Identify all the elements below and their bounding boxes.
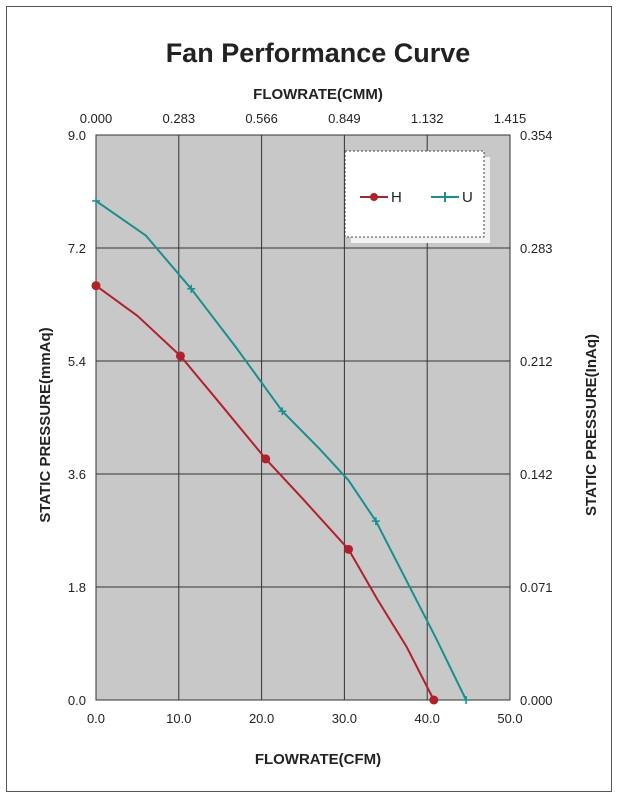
data-point-h	[261, 454, 271, 464]
data-point-h	[429, 695, 439, 705]
fan-performance-chart: Fan Performance Curve FLOWRATE(CMM) FLOW…	[37, 38, 600, 768]
legend-label-u: U	[462, 189, 473, 206]
y-tick-label: 9.0	[68, 128, 86, 143]
y2-tick-label: 0.142	[520, 467, 553, 482]
y-tick-label: 1.8	[68, 580, 86, 595]
data-point-h	[175, 351, 185, 361]
data-point-u	[187, 284, 196, 293]
data-point-u	[92, 196, 100, 205]
y-tick-label: 7.2	[68, 241, 86, 256]
data-point-h	[344, 544, 354, 554]
y2-axis-label: STATIC PRESSURE(InAq)	[583, 334, 600, 516]
x2-tick-label: 0.000	[80, 111, 113, 126]
y2-tick-label: 0.283	[520, 241, 553, 256]
legend-label-h: H	[391, 189, 402, 206]
data-point-u	[462, 696, 471, 704]
legend-marker-h	[370, 193, 378, 201]
series-line-u	[95, 200, 467, 701]
data-point-h	[91, 281, 101, 291]
x2-tick-label: 0.283	[163, 111, 196, 126]
x2-tick-label: 1.415	[494, 111, 527, 126]
x2-tick-label: 1.132	[411, 111, 444, 126]
series-line-h	[95, 284, 435, 701]
x2-tick-label: 0.849	[328, 111, 361, 126]
x-axis-label: FLOWRATE(CFM)	[255, 751, 381, 768]
y2-tick-label: 0.212	[520, 354, 553, 369]
y-tick-label: 3.6	[68, 467, 86, 482]
y2-tick-label: 0.354	[520, 128, 553, 143]
y-tick-label: 5.4	[68, 354, 86, 369]
x-tick-label: 40.0	[415, 711, 440, 726]
x-tick-label: 50.0	[497, 711, 522, 726]
x-tick-label: 20.0	[249, 711, 274, 726]
chart-frame: Fan Performance Curve FLOWRATE(CMM) FLOW…	[6, 6, 612, 792]
y-tick-label: 0.0	[68, 693, 86, 708]
x-tick-label: 30.0	[332, 711, 357, 726]
legend-box	[344, 150, 485, 238]
series-group	[91, 196, 471, 705]
x-tick-label: 10.0	[166, 711, 191, 726]
y-axis-label: STATIC PRESSURE(mmAq)	[37, 327, 54, 522]
x2-tick-label: 0.566	[245, 111, 278, 126]
data-point-u	[371, 517, 380, 526]
y2-tick-label: 0.000	[520, 693, 553, 708]
x2-axis-label: FLOWRATE(CMM)	[253, 86, 383, 103]
y2-tick-label: 0.071	[520, 580, 553, 595]
chart-title: Fan Performance Curve	[166, 38, 471, 68]
grid-lines	[96, 135, 510, 700]
x-tick-label: 0.0	[87, 711, 105, 726]
data-point-u	[278, 407, 287, 416]
legend: H U	[344, 150, 490, 243]
tick-labels: 0.0 10.0 20.0 30.0 40.0 50.0 0.000 0.283 0.566 0.…	[68, 111, 553, 726]
